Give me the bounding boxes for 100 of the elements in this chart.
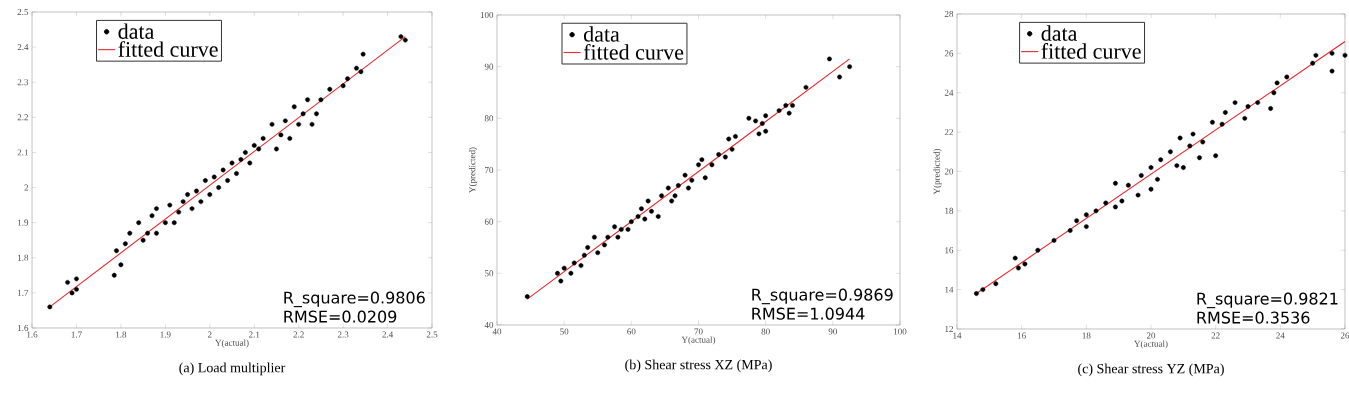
- point: [251, 143, 257, 148]
- point: [345, 76, 350, 82]
- x-tick-label: 1.7: [71, 331, 82, 338]
- point: [1016, 265, 1021, 271]
- point: [974, 291, 979, 296]
- point: [154, 230, 159, 236]
- point: [682, 172, 688, 178]
- y-tick-label: 26: [944, 50, 954, 57]
- point: [726, 136, 732, 142]
- point: [847, 64, 853, 70]
- y-tick-label: 90: [484, 63, 494, 70]
- point: [669, 198, 675, 204]
- x-tick-label: 2.2: [293, 331, 304, 338]
- point: [207, 192, 213, 197]
- point: [69, 290, 75, 296]
- point: [675, 183, 681, 188]
- point: [1313, 52, 1319, 58]
- y-tick-label: 40: [484, 321, 494, 329]
- point: [1051, 237, 1057, 243]
- x-tick-label: 2.4: [382, 331, 394, 338]
- point: [1022, 261, 1028, 267]
- point: [827, 56, 832, 62]
- y-tick-label: 1.8: [18, 254, 29, 261]
- point: [1213, 153, 1219, 159]
- point: [602, 242, 607, 248]
- x-axis-title: Y(actual): [1134, 340, 1168, 349]
- point: [1284, 74, 1290, 80]
- x-tick-label: 2.5: [426, 331, 438, 338]
- point: [47, 304, 53, 310]
- point: [318, 97, 324, 103]
- point: [260, 136, 266, 141]
- point: [746, 115, 752, 121]
- point: [578, 263, 584, 268]
- annotation: RMSE=1.0944: [752, 307, 865, 320]
- legend-label: data: [118, 23, 155, 39]
- point: [1012, 255, 1018, 261]
- x-tick-label: 70: [694, 328, 703, 335]
- point: [628, 219, 634, 225]
- point: [1180, 165, 1186, 170]
- point: [282, 118, 288, 124]
- x-tick-label: 18: [1082, 332, 1091, 339]
- point: [242, 150, 248, 155]
- point: [763, 113, 769, 119]
- point: [1310, 60, 1316, 66]
- y-tick-label: 16: [945, 247, 954, 254]
- y-axis-title: Y(predicted): [468, 147, 478, 193]
- point: [1113, 204, 1118, 210]
- point: [1168, 149, 1173, 155]
- point: [763, 128, 769, 134]
- y-tick-label: 2.3: [17, 79, 29, 86]
- text: (a) Load multiplier: [179, 362, 286, 376]
- point: [699, 157, 705, 163]
- point: [1138, 173, 1144, 178]
- legend-label: fitted curve: [1041, 43, 1141, 59]
- x-tick-label: 2.1: [249, 331, 260, 338]
- point: [402, 37, 408, 43]
- y-tick-label: 70: [485, 166, 494, 174]
- y-tick-label: 24: [944, 89, 954, 96]
- point: [269, 121, 275, 127]
- point: [1245, 104, 1251, 109]
- point: [555, 270, 560, 276]
- point: [198, 199, 204, 204]
- point: [595, 250, 601, 256]
- point: [1232, 100, 1238, 105]
- y-tick-label: 18: [945, 207, 954, 214]
- point: [171, 220, 177, 226]
- annotation: RMSE=0.3536: [1197, 311, 1310, 324]
- point: [149, 213, 155, 219]
- point: [790, 103, 795, 108]
- point: [1148, 165, 1154, 170]
- point: [1222, 110, 1228, 115]
- point: [837, 74, 842, 80]
- legend-label: fitted curve: [583, 44, 684, 60]
- x-tick-label: 60: [627, 328, 636, 335]
- point: [649, 208, 654, 214]
- point: [980, 287, 986, 293]
- point: [162, 220, 168, 226]
- point: [642, 216, 648, 222]
- point: [686, 185, 691, 191]
- y-tick-label: 2.1: [17, 149, 28, 156]
- point: [722, 154, 728, 160]
- x-tick-label: 24: [1276, 332, 1285, 339]
- x-axis-title: Y(actual): [681, 336, 716, 345]
- point: [776, 108, 782, 113]
- x-tick-label: 1.9: [160, 331, 171, 338]
- y-tick-label: 1.7: [18, 289, 29, 296]
- point: [1067, 228, 1073, 233]
- point: [1219, 121, 1225, 127]
- point: [1155, 176, 1160, 182]
- point: [1135, 192, 1141, 198]
- point: [194, 188, 199, 194]
- y-tick-label: 1.9: [18, 219, 29, 226]
- x-tick-label: 22: [1211, 332, 1220, 339]
- point: [358, 69, 364, 75]
- annotation: R_square=0.9806: [284, 291, 425, 308]
- x-axis-title: Y(actual): [215, 339, 249, 348]
- y-tick-label: 2: [24, 184, 28, 191]
- annotation: R_square=0.9869: [752, 288, 893, 305]
- point: [167, 202, 173, 208]
- point: [300, 111, 306, 117]
